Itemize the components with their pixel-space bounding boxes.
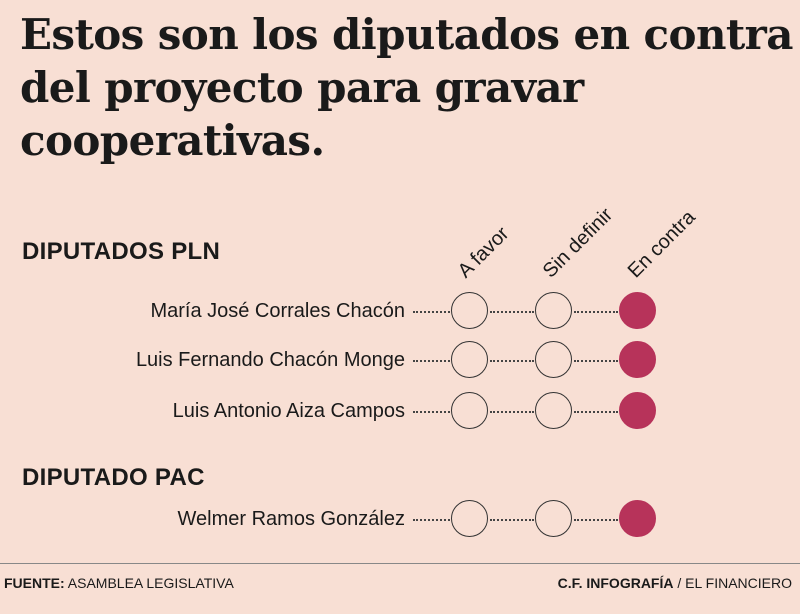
page-title: Estos son los diputados en contra del pr… xyxy=(20,8,793,167)
vote-circle-sin-definir xyxy=(535,392,572,429)
table-row: Welmer Ramos González xyxy=(0,500,800,540)
vote-circle-en-contra xyxy=(619,500,656,537)
dotted-leader xyxy=(413,411,450,413)
dotted-leader xyxy=(413,311,450,313)
title-line-1: Estos son los diputados en contra xyxy=(20,10,793,59)
vote-circle-sin-definir xyxy=(535,292,572,329)
footer-divider xyxy=(0,563,800,564)
deputy-name: María José Corrales Chacón xyxy=(150,300,405,322)
deputy-name: Welmer Ramos González xyxy=(177,508,405,530)
vote-circle-a-favor xyxy=(451,500,488,537)
dotted-leader xyxy=(490,311,534,313)
source-label: FUENTE: xyxy=(4,575,65,591)
dotted-leader xyxy=(574,411,618,413)
table-row: Luis Antonio Aiza Campos xyxy=(0,392,800,432)
dotted-leader xyxy=(490,360,534,362)
table-row: Luis Fernando Chacón Monge xyxy=(0,341,800,381)
source-line: FUENTE: ASAMBLEA LEGISLATIVA xyxy=(4,575,234,591)
credit-label: C.F. INFOGRAFÍA xyxy=(557,575,674,591)
vote-circle-sin-definir xyxy=(535,341,572,378)
column-header-a-favor: A favor xyxy=(453,222,514,283)
dotted-leader xyxy=(574,519,618,521)
credit-value: / EL FINANCIERO xyxy=(677,575,792,591)
title-line-2: del proyecto para gravar xyxy=(20,63,584,112)
column-header-en-contra: En contra xyxy=(623,206,700,283)
deputy-name: Luis Fernando Chacón Monge xyxy=(135,349,405,371)
vote-circle-a-favor xyxy=(451,292,488,329)
dotted-leader xyxy=(490,411,534,413)
vote-circle-en-contra xyxy=(619,292,656,329)
source-value: ASAMBLEA LEGISLATIVA xyxy=(67,575,234,591)
vote-circle-sin-definir xyxy=(535,500,572,537)
dotted-leader xyxy=(413,519,450,521)
dotted-leader xyxy=(413,360,450,362)
vote-circle-en-contra xyxy=(619,341,656,378)
vote-circle-a-favor xyxy=(451,392,488,429)
table-row: María José Corrales Chacón xyxy=(0,292,800,332)
group-heading-pac: DIPUTADO PAC xyxy=(22,464,205,491)
group-heading-pln: DIPUTADOS PLN xyxy=(22,238,221,265)
title-line-3: cooperativas. xyxy=(20,116,325,165)
deputy-name: Luis Antonio Aiza Campos xyxy=(172,400,405,422)
dotted-leader xyxy=(574,311,618,313)
vote-circle-en-contra xyxy=(619,392,656,429)
dotted-leader xyxy=(490,519,534,521)
credit-line: C.F. INFOGRAFÍA / EL FINANCIERO xyxy=(558,575,792,591)
column-header-sin-definir: Sin definir xyxy=(538,203,618,283)
dotted-leader xyxy=(574,360,618,362)
vote-circle-a-favor xyxy=(451,341,488,378)
